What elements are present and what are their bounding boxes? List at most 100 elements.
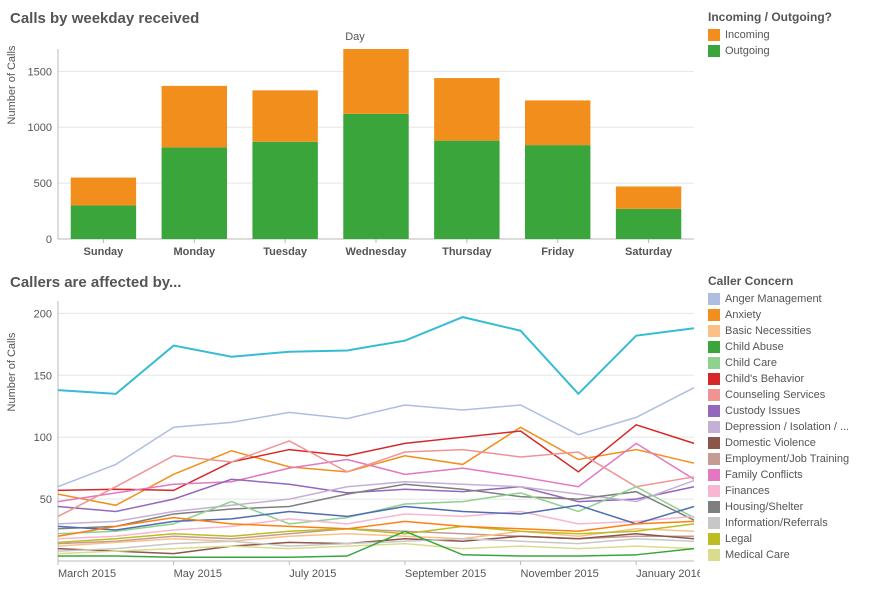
- line-chart-svg: 50 100 150 200 March 2015 May 2015 July 2015 Se…: [10, 295, 700, 585]
- legend-label: Custody Issues: [725, 404, 800, 418]
- svg-text:Wednesday: Wednesday: [346, 246, 408, 258]
- legend-label: Medical Care: [725, 548, 790, 562]
- legend-item-outgoing[interactable]: Outgoing: [708, 44, 860, 58]
- legend-label: Domestic Violence: [725, 436, 816, 450]
- legend-swatch-icon: [708, 29, 720, 41]
- legend-item[interactable]: Anxiety: [708, 308, 860, 322]
- legend-swatch-icon: [708, 309, 720, 321]
- legend-swatch-icon: [708, 533, 720, 545]
- legend-label: Outgoing: [725, 44, 770, 58]
- legend-swatch-icon: [708, 469, 720, 481]
- bar-legend-title: Incoming / Outgoing?: [708, 10, 860, 24]
- legend-swatch-icon: [708, 293, 720, 305]
- legend-item[interactable]: Depression / Isolation / ...: [708, 420, 860, 434]
- legend-item[interactable]: Anger Management: [708, 292, 860, 306]
- svg-text:Monday: Monday: [174, 246, 216, 258]
- svg-text:March 2015: March 2015: [58, 568, 116, 580]
- bar-outgoing-thursday: [434, 141, 499, 239]
- legend-item[interactable]: Domestic Violence: [708, 436, 860, 450]
- legend-item[interactable]: Finances: [708, 484, 860, 498]
- legend-item[interactable]: Legal: [708, 532, 860, 546]
- bar-chart-area: Calls by weekday received Day Number of …: [10, 10, 700, 268]
- legend-item[interactable]: Basic Necessities: [708, 324, 860, 338]
- legend-swatch-icon: [708, 357, 720, 369]
- legend-label: Legal: [725, 532, 752, 546]
- bar-outgoing-monday: [162, 147, 227, 239]
- line-chart-legend: Caller Concern Anger Management Anxiety Ba…: [700, 274, 860, 590]
- bar-outgoing-sunday: [71, 205, 136, 239]
- line-series: [58, 425, 694, 491]
- legend-item[interactable]: Family Conflicts: [708, 468, 860, 482]
- legend-swatch-icon: [708, 373, 720, 385]
- line-chart-title: Callers are affected by...: [10, 274, 700, 291]
- legend-label: Depression / Isolation / ...: [725, 420, 849, 434]
- bar-chart-svg: 050010001500SundayMondayTuesdayWednesday…: [10, 43, 700, 263]
- legend-swatch-icon: [708, 389, 720, 401]
- bar-incoming-tuesday: [252, 90, 317, 141]
- bar-incoming-monday: [162, 86, 227, 147]
- legend-item[interactable]: Housing/Shelter: [708, 500, 860, 514]
- legend-label: Housing/Shelter: [725, 500, 803, 514]
- svg-text:0: 0: [46, 234, 52, 246]
- legend-item[interactable]: Employment/Job Training: [708, 452, 860, 466]
- legend-swatch-icon: [708, 405, 720, 417]
- legend-label: Anxiety: [725, 308, 761, 322]
- legend-label: Child's Behavior: [725, 372, 804, 386]
- bar-outgoing-tuesday: [252, 142, 317, 239]
- legend-swatch-icon: [708, 45, 720, 57]
- line-series: [58, 317, 694, 394]
- bar-incoming-thursday: [434, 78, 499, 141]
- bar-incoming-friday: [525, 100, 590, 145]
- legend-label: Anger Management: [725, 292, 822, 306]
- svg-text:Tuesday: Tuesday: [263, 246, 308, 258]
- legend-label: Counseling Services: [725, 388, 825, 402]
- svg-text:150: 150: [34, 370, 52, 382]
- legend-item[interactable]: Custody Issues: [708, 404, 860, 418]
- legend-swatch-icon: [708, 453, 720, 465]
- legend-item-incoming[interactable]: Incoming: [708, 28, 860, 42]
- bar-incoming-wednesday: [343, 49, 408, 114]
- legend-label: Family Conflicts: [725, 468, 803, 482]
- svg-text:May 2015: May 2015: [174, 568, 222, 580]
- line-series: [58, 487, 694, 534]
- svg-text:Sunday: Sunday: [84, 246, 125, 258]
- svg-text:July 2015: July 2015: [289, 568, 336, 580]
- svg-text:Friday: Friday: [541, 246, 575, 258]
- legend-item[interactable]: Counseling Services: [708, 388, 860, 402]
- legend-swatch-icon: [708, 437, 720, 449]
- line-series: [58, 441, 694, 517]
- legend-swatch-icon: [708, 549, 720, 561]
- legend-swatch-icon: [708, 421, 720, 433]
- legend-label: Child Care: [725, 356, 777, 370]
- svg-text:50: 50: [40, 494, 52, 506]
- svg-text:200: 200: [34, 308, 52, 320]
- legend-item[interactable]: Child Care: [708, 356, 860, 370]
- legend-item[interactable]: Child's Behavior: [708, 372, 860, 386]
- legend-item[interactable]: Information/Referrals: [708, 516, 860, 530]
- svg-text:Saturday: Saturday: [625, 246, 673, 258]
- legend-item[interactable]: Medical Care: [708, 548, 860, 562]
- legend-swatch-icon: [708, 341, 720, 353]
- bar-chart-xlabel: Day: [10, 31, 700, 43]
- legend-swatch-icon: [708, 325, 720, 337]
- svg-text:January 2016: January 2016: [636, 568, 700, 580]
- legend-label: Information/Referrals: [725, 516, 828, 530]
- line-legend-title: Caller Concern: [708, 274, 860, 288]
- svg-text:November 2015: November 2015: [521, 568, 599, 580]
- legend-item[interactable]: Child Abuse: [708, 340, 860, 354]
- svg-text:500: 500: [34, 178, 52, 190]
- callers-affected-panel: Callers are affected by... Number of Cal…: [10, 274, 860, 590]
- bar-outgoing-friday: [525, 145, 590, 239]
- legend-label: Basic Necessities: [725, 324, 811, 338]
- bar-incoming-saturday: [616, 186, 681, 208]
- bar-outgoing-wednesday: [343, 114, 408, 239]
- svg-text:Thursday: Thursday: [442, 246, 492, 258]
- calls-by-weekday-panel: Calls by weekday received Day Number of …: [10, 10, 860, 268]
- svg-text:1000: 1000: [28, 122, 52, 134]
- svg-text:September 2015: September 2015: [405, 568, 486, 580]
- legend-swatch-icon: [708, 501, 720, 513]
- legend-label: Finances: [725, 484, 770, 498]
- bar-chart-ylabel: Number of Calls: [6, 45, 18, 124]
- bar-chart-legend: Incoming / Outgoing? Incoming Outgoing: [700, 10, 860, 268]
- svg-text:100: 100: [34, 432, 52, 444]
